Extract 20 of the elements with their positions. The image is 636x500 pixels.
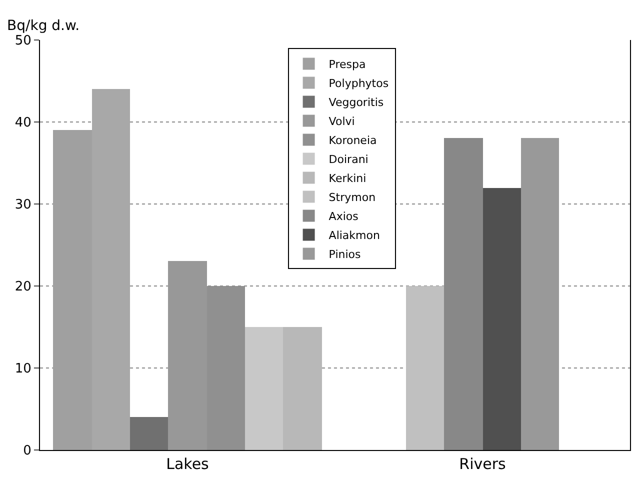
legend-label: Prespa xyxy=(328,58,366,71)
y-tick-label: 10 xyxy=(14,362,32,377)
legend-label: Doirani xyxy=(328,152,368,166)
legend-label: Strymon xyxy=(328,190,376,204)
y-tick-label: 30 xyxy=(14,198,32,213)
legend-label: Polyphytos xyxy=(328,76,389,90)
legend-label: Veggoritis xyxy=(328,96,384,109)
legend-label: Pinios xyxy=(328,248,362,261)
x-tick-label: Lakes xyxy=(166,455,210,473)
legend-label: Axios xyxy=(328,210,359,223)
y-tick-label: 40 xyxy=(14,116,32,131)
legend-label: Koroneia xyxy=(328,134,377,147)
y-axis-title: Bq/kg d.w. xyxy=(7,18,80,34)
y-tick-label: 0 xyxy=(23,444,32,459)
legend-label: Kerkini xyxy=(328,172,366,185)
y-tick-label: 20 xyxy=(14,280,32,295)
x-tick-label: Rivers xyxy=(459,455,506,473)
legend-label: Aliakmon xyxy=(328,228,380,242)
y-tick-label: 50 xyxy=(14,34,32,49)
legend-label: Volvi xyxy=(328,114,355,128)
